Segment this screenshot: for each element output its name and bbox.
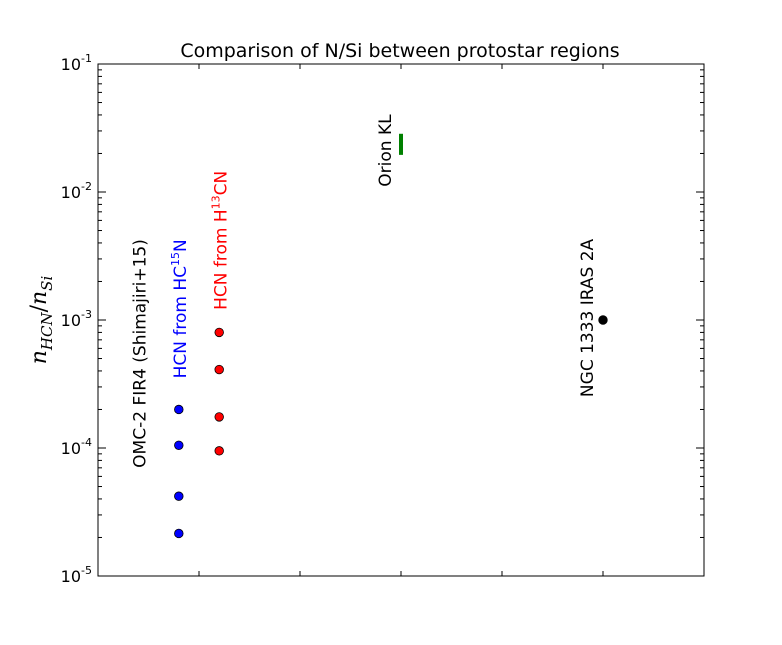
data-marks [174,133,608,539]
y-axis-ticks [98,63,704,577]
y-tick-label-exponent: -1 [81,52,92,65]
annotation-text: HCN from H [211,209,231,310]
data-point [174,404,184,415]
data-point [214,364,224,375]
annotation-superscript: 13 [209,195,222,209]
annotation-text-tail: N [171,239,191,252]
y-axis-tick-labels: 10-510-410-310-210-1 [61,52,92,586]
y-axis-minor-ticks [98,69,704,538]
data-point [174,528,184,539]
annotation-label: OMC-2 FIR4 (Shimajiri+15) [130,239,150,468]
annotation-label: NGC 1333 IRAS 2A [578,238,598,397]
data-point [598,315,608,325]
annotation-label: HCN from H13CN [209,171,231,310]
x-axis-ticks [198,64,604,576]
y-tick-label-base: 10 [61,183,81,202]
annotation-superscript: 15 [169,252,182,266]
y-tick-label: 10-4 [61,436,92,458]
y-tick-label-exponent: -4 [81,436,92,449]
y-label-n-right: n [27,291,52,305]
y-tick-label-base: 10 [61,439,81,458]
y-tick-label: 10-1 [61,52,92,74]
y-axis-label: nHCN/nSi [27,276,56,365]
y-tick-label: 10-2 [61,180,92,202]
y-tick-label-base: 10 [61,311,81,330]
y-tick-label: 10-3 [61,308,92,330]
data-point [174,440,184,450]
y-tick-label-base: 10 [61,55,81,74]
y-label-n-left: n [27,350,52,364]
y-label-slash: / [27,304,52,312]
y-label-sub-right: Si [38,276,56,291]
y-tick-label-exponent: -2 [81,180,92,193]
y-tick-label-base: 10 [61,567,81,586]
y-tick-label-exponent: -3 [81,308,92,321]
data-point [214,412,224,422]
data-point [214,446,224,456]
y-label-sub-left: HCN [38,312,56,352]
y-tick-label-exponent: -5 [81,564,92,577]
annotations: OMC-2 FIR4 (Shimajiri+15) HCN from HC15N H… [130,114,597,468]
annotation-label: HCN from HC15N [169,239,191,378]
annotation-text-tail: CN [211,171,231,196]
chart-title: Comparison of N/Si between protostar reg… [180,40,619,62]
data-point [174,491,184,501]
annotation-label: Orion KL [376,114,396,187]
data-point [214,327,224,338]
y-tick-label: 10-5 [61,564,92,586]
annotation-text: HCN from HC [171,266,191,378]
